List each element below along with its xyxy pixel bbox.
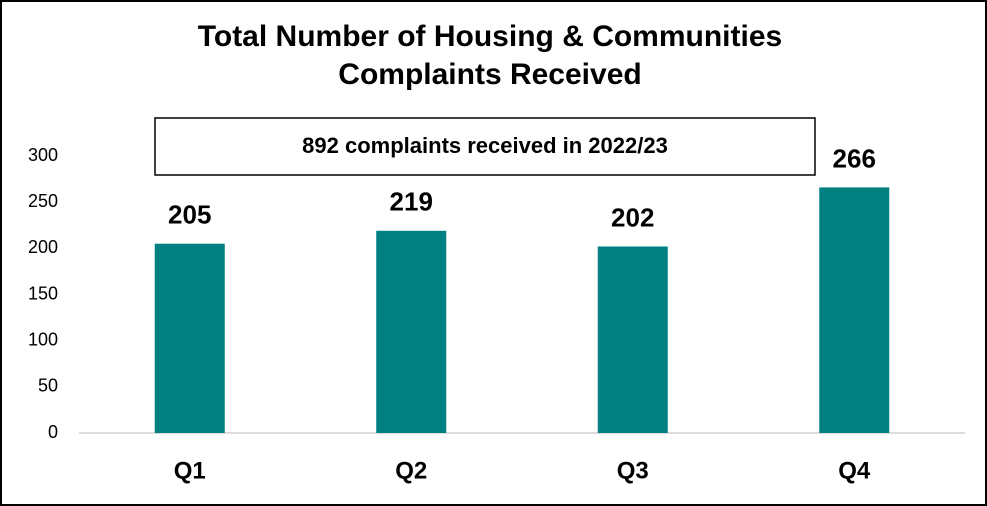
y-tick-label: 50	[38, 376, 58, 396]
chart-title: Total Number of Housing & Communities Co…	[197, 20, 783, 91]
annotation-box	[154, 117, 816, 176]
data-label: 219	[390, 187, 433, 217]
data-label: 202	[611, 202, 654, 232]
data-label: 266	[833, 143, 876, 173]
y-tick-label: 250	[28, 191, 58, 211]
y-tick-label: 200	[28, 237, 58, 257]
y-tick-label: 150	[28, 283, 58, 303]
x-tick-label: Q4	[838, 457, 871, 484]
bar	[819, 187, 890, 433]
data-label: 205	[168, 200, 211, 230]
y-tick-label: 300	[28, 145, 58, 165]
bar	[154, 243, 225, 433]
bar	[376, 230, 447, 433]
x-tick-label: Q2	[395, 457, 427, 484]
bar	[597, 246, 668, 433]
annotation: 892 complaints received in 2022/23	[302, 133, 668, 158]
y-tick-label: 0	[48, 422, 58, 442]
y-tick-label: 100	[28, 329, 58, 349]
x-tick-label: Q1	[174, 457, 206, 484]
x-tick-label: Q3	[617, 457, 649, 484]
